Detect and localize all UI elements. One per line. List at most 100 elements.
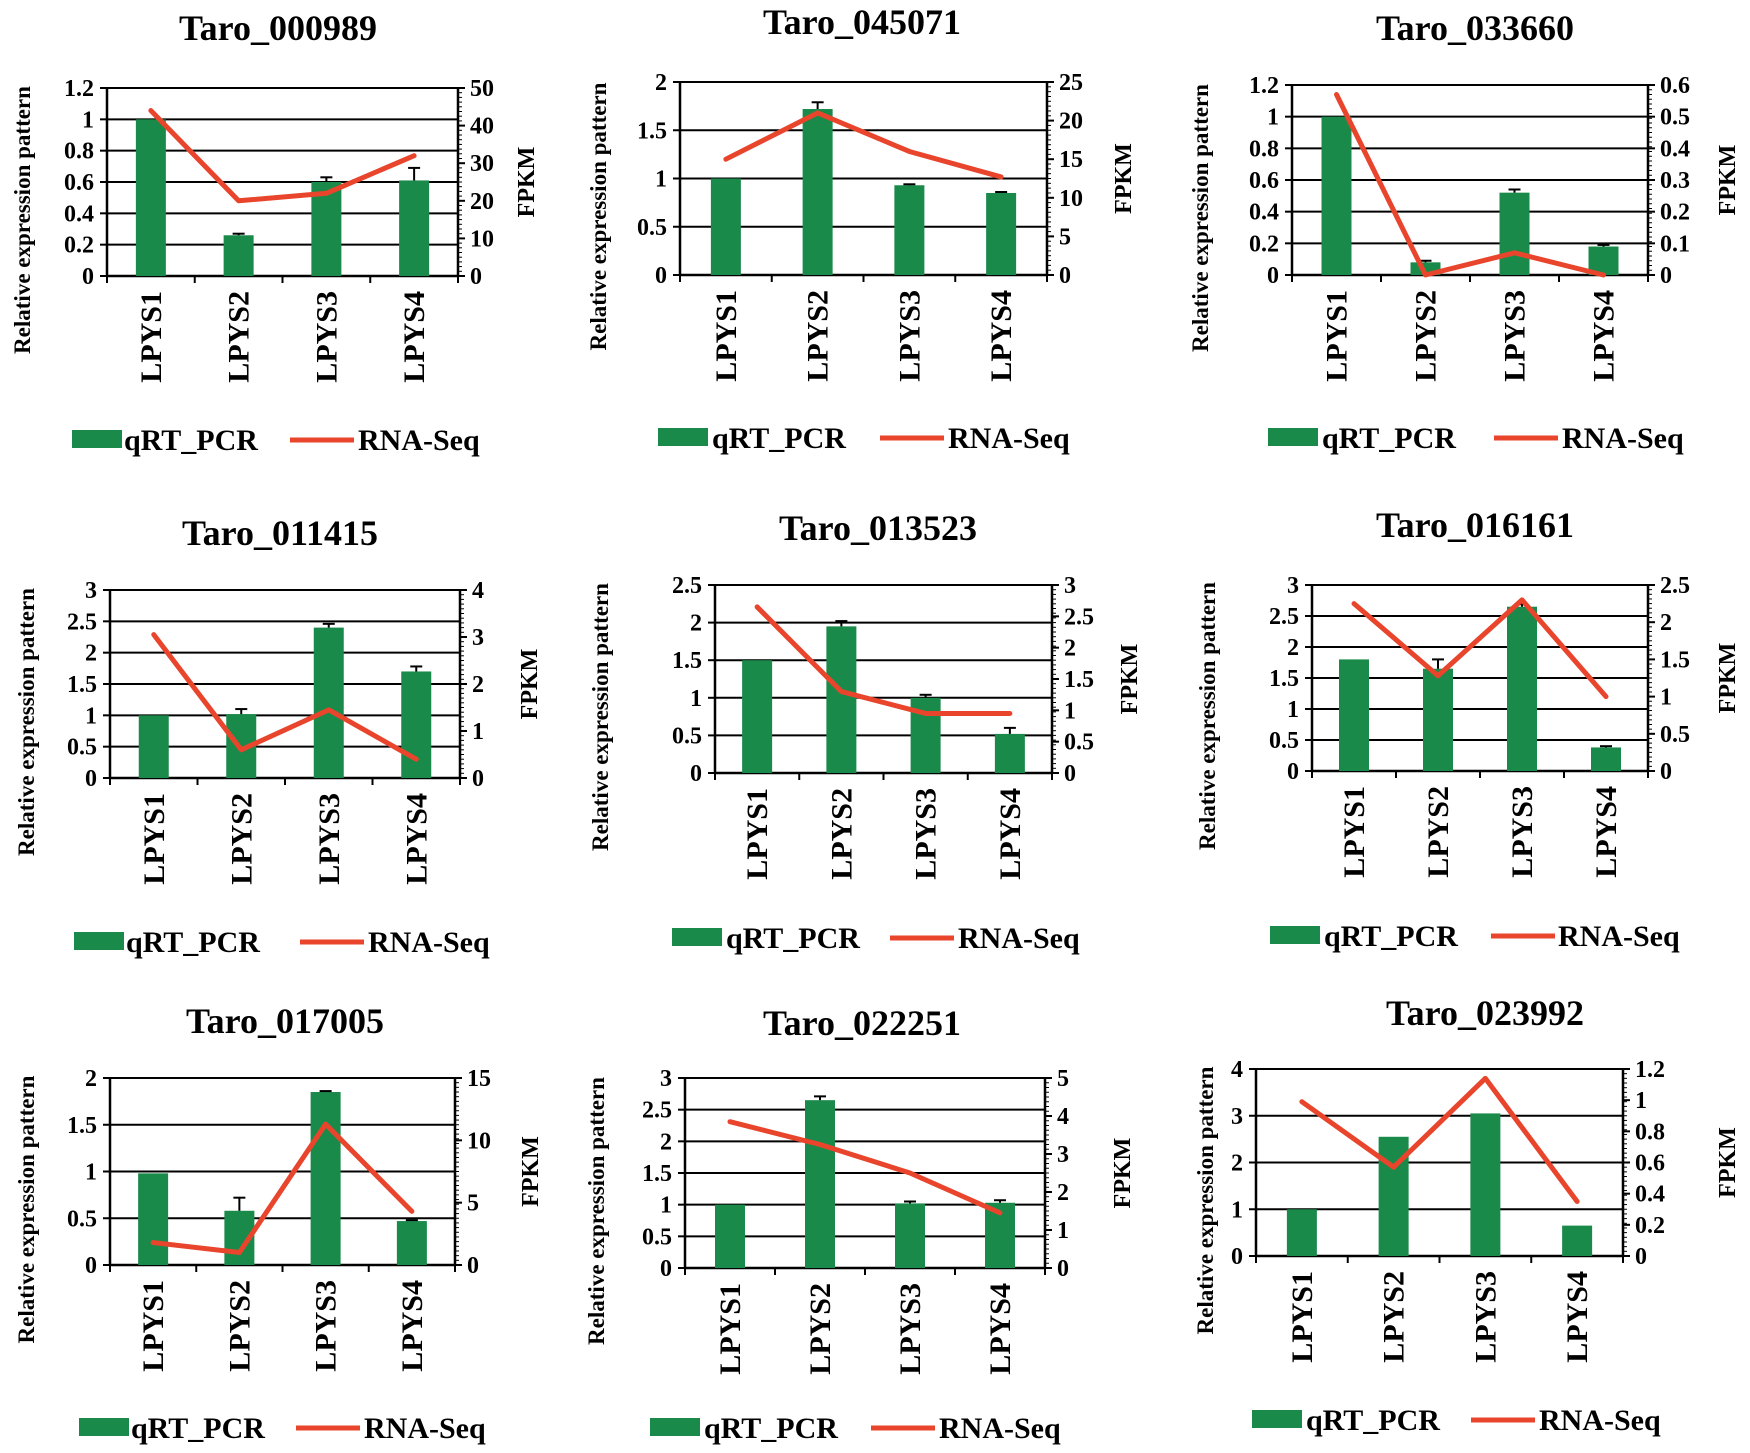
- left-tick-label: 1.5: [67, 672, 97, 698]
- left-tick-label: 1: [85, 1160, 97, 1186]
- left-tick-label: 1.5: [1269, 666, 1299, 692]
- y2-axis-title: FPKM: [517, 649, 543, 720]
- left-tick-label: 1.5: [642, 1161, 672, 1187]
- line-rna-seq: [150, 1121, 415, 1256]
- right-tick-label: 1.5: [1660, 647, 1690, 673]
- bar-qrt-pcr-lpys1: [1286, 1209, 1317, 1256]
- right-tick-label: 0.2: [1660, 200, 1690, 226]
- bar-qrt-pcr-lpys4: [994, 733, 1025, 773]
- right-tick-label: 1: [1064, 698, 1076, 724]
- right-tick-label: 0: [467, 1253, 479, 1279]
- left-tick-label: 0.4: [1249, 200, 1279, 226]
- left-tick-label: 2: [655, 70, 667, 96]
- chart-title: Taro_017005: [186, 1001, 384, 1041]
- y2-axis-title: FPKM: [1715, 145, 1741, 216]
- left-tick-label: 0.5: [642, 1224, 672, 1250]
- left-tick-label: 0.6: [64, 170, 94, 196]
- left-tick-label: 3: [1287, 573, 1299, 599]
- legend-label-line: RNA-Seq: [1562, 422, 1684, 455]
- category-label: LPYS2: [802, 290, 835, 382]
- left-tick-label: 2: [660, 1129, 672, 1155]
- bar-qrt-pcr-lpys2: [1423, 668, 1453, 771]
- y2-axis-title: FPKM: [1715, 643, 1741, 714]
- bar-qrt-pcr-lpys1: [1339, 659, 1369, 771]
- right-tick-label: 2.5: [1660, 573, 1690, 599]
- right-tick-label: 20: [470, 189, 494, 215]
- legend-swatch-bar: [1268, 428, 1318, 446]
- legend-label-bar: qRT_PCR: [124, 424, 258, 457]
- y-axis-title: Relative expression pattern: [1195, 582, 1220, 850]
- category-label: LPYS2: [223, 291, 256, 383]
- chart-title: Taro_022251: [763, 1003, 961, 1043]
- left-tick-label: 0: [690, 761, 702, 787]
- left-tick-label: 1: [655, 167, 667, 193]
- legend-label-line: RNA-Seq: [948, 422, 1070, 455]
- chart-panel-3: Taro_033660 0 0.2 0.4 0.6 0.8 1 1.2 0 0.1 0.2 0.3 0.…: [1188, 8, 1741, 455]
- category-label: LPYS3: [313, 793, 346, 885]
- bar-qrt-pcr-lpys1: [742, 660, 773, 773]
- chart-panel-5: Taro_013523 0 0.5 1 1.5 2 2.5 0 0.5 1 1.5 2 2.5 3 LPYS…: [588, 508, 1143, 955]
- legend-label-line: RNA-Seq: [368, 926, 490, 959]
- left-tick-label: 1.5: [637, 118, 667, 144]
- line-rna-seq: [1334, 92, 1606, 278]
- category-label: LPYS1: [135, 291, 168, 383]
- right-tick-label: 0.5: [1660, 722, 1690, 748]
- y-axis-title: Relative expression pattern: [1193, 1066, 1218, 1334]
- legend-label-bar: qRT_PCR: [1306, 1404, 1440, 1437]
- left-tick-label: 0.2: [64, 233, 94, 259]
- left-tick-label: 2: [1231, 1151, 1243, 1177]
- y-axis-title: Relative expression pattern: [586, 82, 611, 350]
- left-tick-label: 0: [1287, 759, 1299, 785]
- left-tick-label: 0: [660, 1256, 672, 1282]
- bar-qrt-pcr-lpys1: [138, 1173, 169, 1265]
- line-rna-seq: [723, 110, 1004, 180]
- legend-swatch-bar: [74, 932, 124, 950]
- right-tick-label: 5: [1057, 1066, 1069, 1092]
- right-tick-label: 0.2: [1635, 1213, 1665, 1239]
- right-tick-label: 4: [1057, 1104, 1069, 1130]
- right-tick-label: 3: [472, 625, 484, 651]
- legend-swatch-bar: [1270, 926, 1320, 944]
- chart-panel-4: Taro_011415 0 0.5 1 1.5 2 2.5 3 0 1 2 3 4 LPYS1 LPYS2 L…: [14, 513, 543, 959]
- category-label: LPYS3: [1499, 290, 1532, 382]
- left-tick-label: 0.5: [637, 215, 667, 241]
- right-tick-label: 0: [1635, 1244, 1647, 1270]
- y-axis-title: Relative expression pattern: [14, 1075, 39, 1343]
- bar-qrt-pcr-lpys4: [1562, 1225, 1593, 1256]
- right-tick-label: 1.5: [1064, 667, 1094, 693]
- right-tick-label: 1: [1635, 1088, 1647, 1114]
- category-label: LPYS3: [894, 1283, 927, 1375]
- left-tick-label: 1.2: [64, 76, 94, 102]
- left-tick-label: 4: [1231, 1057, 1243, 1083]
- left-tick-label: 2: [85, 641, 97, 667]
- bar-qrt-pcr-lpys3: [310, 1092, 341, 1265]
- y-axis-title: Relative expression pattern: [10, 86, 35, 354]
- legend-label-line: RNA-Seq: [958, 922, 1080, 955]
- y-axis-title: Relative expression pattern: [588, 583, 613, 851]
- right-tick-label: 10: [467, 1128, 491, 1154]
- left-tick-label: 1: [1287, 697, 1299, 723]
- bar-qrt-pcr-lpys3: [1507, 606, 1537, 771]
- right-tick-label: 1: [472, 719, 484, 745]
- category-label: LPYS3: [910, 788, 943, 880]
- chart-title: Taro_011415: [182, 513, 378, 553]
- left-tick-label: 0.5: [67, 1206, 97, 1232]
- bar-qrt-pcr-lpys4: [1591, 747, 1621, 771]
- left-tick-label: 3: [85, 578, 97, 604]
- y2-axis-title: FPKM: [514, 147, 540, 218]
- right-tick-label: 0: [470, 264, 482, 290]
- chart-panel-7: Taro_017005 0 0.5 1 1.5 2 0 5 10 15 LPYS1 LPYS2 LPYS…: [14, 1001, 544, 1445]
- left-tick-label: 2: [1287, 635, 1299, 661]
- category-label: LPYS4: [1588, 290, 1621, 382]
- left-tick-label: 1: [82, 107, 94, 133]
- category-label: LPYS3: [310, 1280, 343, 1372]
- line-rna-seq: [727, 1119, 1003, 1216]
- right-tick-label: 0: [1660, 263, 1672, 289]
- left-tick-label: 1: [1267, 105, 1279, 131]
- chart-title: Taro_000989: [179, 8, 377, 48]
- left-tick-label: 0.8: [1249, 136, 1279, 162]
- category-label: LPYS4: [400, 793, 433, 885]
- right-tick-label: 2: [472, 672, 484, 698]
- chart-title: Taro_016161: [1376, 505, 1574, 545]
